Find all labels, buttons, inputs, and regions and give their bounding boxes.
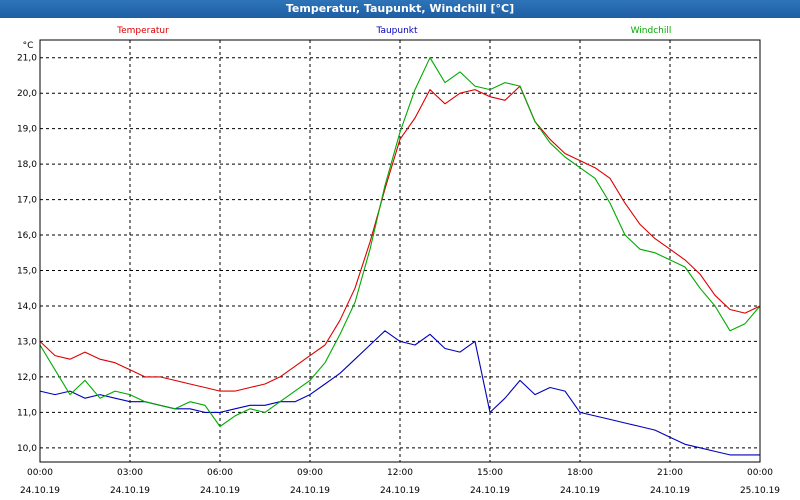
x-tick-time: 00:00: [747, 468, 773, 478]
y-tick-label: 15,0: [17, 267, 37, 277]
y-tick-label: 12,0: [17, 373, 37, 383]
window-title: Temperatur, Taupunkt, Windchill [°C]: [0, 0, 800, 18]
y-tick-label: 16,0: [17, 231, 37, 241]
y-axis-label: °C: [23, 41, 34, 51]
x-tick-time: 06:00: [207, 468, 233, 478]
y-tick-label: 20,0: [17, 89, 37, 99]
axes: 21,0 20,0 19,0 18,0 17,0 16,0 15,0 14,0 13,0 12,0…: [17, 41, 780, 496]
x-tick-date: 25.10.19: [740, 486, 780, 496]
y-tick-label: 21,0: [17, 54, 37, 64]
x-tick-time: 21:00: [657, 468, 683, 478]
series-line-temperatur: [39, 85, 761, 392]
y-tick-label: 13,0: [17, 337, 37, 347]
x-tick-date: 24.10.19: [290, 486, 330, 496]
y-tick-label: 17,0: [17, 196, 37, 206]
plot-frame: [39, 39, 761, 463]
series-line-windchill: [39, 57, 761, 428]
x-tick-time: 18:00: [567, 468, 593, 478]
x-tick-time: 12:00: [387, 468, 413, 478]
series-lines: [39, 57, 761, 456]
x-tick-time: 15:00: [477, 468, 503, 478]
legend-temperatur: Temperatur: [116, 26, 169, 36]
x-tick-date: 24.10.19: [470, 486, 510, 496]
x-tick-date: 24.10.19: [200, 486, 240, 496]
legend-windchill: Windchill: [631, 26, 672, 36]
y-tick-label: 18,0: [17, 160, 37, 170]
legend-taupunkt: Taupunkt: [375, 26, 418, 36]
x-tick-date: 24.10.19: [20, 486, 60, 496]
legend: Temperatur Taupunkt Windchill: [116, 26, 671, 36]
line-chart: Temperatur Taupunkt Windchill 21,0 20,0 19,0…: [17, 26, 780, 496]
x-tick-date: 24.10.19: [110, 486, 150, 496]
x-tick-date: 24.10.19: [560, 486, 600, 496]
y-tick-label: 19,0: [17, 125, 37, 135]
x-tick-time: 03:00: [117, 468, 143, 478]
y-tick-label: 10,0: [17, 444, 37, 454]
y-tick-label: 14,0: [17, 302, 37, 312]
x-tick-date: 24.10.19: [380, 486, 420, 496]
grid: [40, 40, 760, 462]
y-tick-label: 11,0: [17, 408, 37, 418]
x-tick-time: 09:00: [297, 468, 323, 478]
x-tick-date: 24.10.19: [650, 486, 690, 496]
x-tick-time: 00:00: [27, 468, 53, 478]
